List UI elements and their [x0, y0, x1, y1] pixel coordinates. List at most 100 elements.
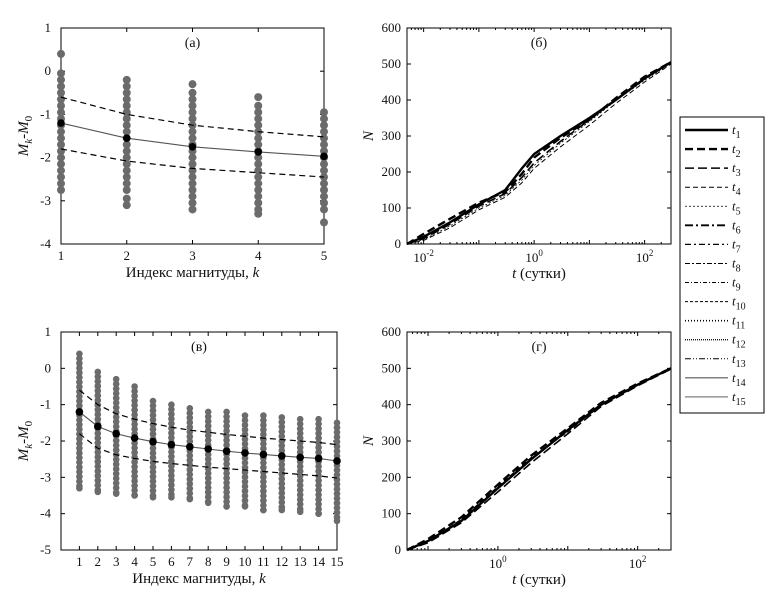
- x-tick-label: 11: [257, 554, 270, 569]
- scatter-point: [320, 114, 328, 123]
- scatter-point: [76, 426, 83, 433]
- series-line: [406, 368, 672, 551]
- scatter-point: [278, 461, 286, 468]
- scatter-point: [112, 465, 120, 473]
- x-tick-label: 4: [255, 248, 262, 263]
- scatter-point: [122, 121, 131, 130]
- scatter-point: [260, 464, 267, 471]
- x-tick-label: 2: [124, 248, 131, 263]
- scatter-point: [254, 160, 263, 169]
- scatter-point: [94, 434, 102, 442]
- scatter-point: [315, 448, 322, 456]
- scatter-point: [186, 485, 194, 492]
- mean-marker: [314, 454, 323, 463]
- scatter-point: [241, 454, 249, 462]
- scatter-point: [149, 494, 157, 501]
- scatter-point: [168, 415, 175, 423]
- mean-marker: [259, 450, 268, 459]
- scatter-point: [333, 452, 341, 460]
- scatter-point: [122, 114, 131, 123]
- y-tick-label: 0: [395, 236, 402, 251]
- scatter-point: [112, 460, 120, 468]
- scatter-point: [149, 402, 157, 410]
- scatter-point: [186, 409, 194, 417]
- scatter-point: [186, 466, 194, 474]
- mean-marker: [112, 429, 120, 438]
- scatter-point: [188, 192, 197, 201]
- scatter-point: [333, 485, 341, 493]
- scatter-point: [278, 466, 286, 473]
- y-axis-label-part-2: -: [16, 439, 32, 444]
- legend-label-sub: 6: [736, 225, 741, 236]
- scatter-point: [296, 448, 304, 456]
- scatter-point: [188, 88, 197, 97]
- scatter-point: [223, 503, 230, 510]
- panel-g-frame: [406, 331, 672, 551]
- scatter-point: [204, 455, 212, 463]
- scatter-point: [57, 88, 65, 97]
- scatter-point: [320, 198, 328, 207]
- scatter-point: [204, 474, 212, 482]
- confidence-line: [79, 389, 338, 446]
- scatter-point: [241, 435, 249, 443]
- scatter-point: [254, 153, 263, 162]
- y-axis-label-part-0: M: [16, 447, 32, 462]
- scatter-point: [122, 201, 131, 210]
- scatter-point: [223, 493, 230, 501]
- scatter-point: [315, 472, 322, 480]
- legend-label: t14: [732, 370, 746, 389]
- y-tick-label: 600: [382, 324, 402, 339]
- x-axis-label-part-1: k: [253, 265, 260, 281]
- scatter-point: [260, 497, 267, 504]
- legend-label-sub: 2: [736, 149, 741, 160]
- scatter-point: [57, 140, 65, 149]
- scatter-point: [57, 82, 65, 91]
- scatter-point: [186, 480, 194, 488]
- scatter-point: [315, 415, 322, 423]
- scatter-point: [94, 482, 102, 489]
- scatter-point: [186, 452, 194, 459]
- legend-label-base: t: [732, 389, 736, 404]
- legend-label: t6: [732, 217, 741, 236]
- panel-a: 1 2 3 4 5-4-3-2-101(а)Индекс магнитуды, kMk-…: [16, 20, 328, 281]
- y-tick-label: 0: [395, 542, 402, 557]
- scatter-point: [315, 434, 322, 442]
- scatter-point: [112, 475, 120, 482]
- legend-label-sub: 3: [736, 168, 741, 179]
- scatter-point: [122, 166, 131, 175]
- scatter-point: [149, 473, 157, 480]
- scatter-point: [260, 412, 267, 419]
- scatter-point: [94, 477, 102, 484]
- scatter-point: [320, 205, 328, 214]
- mean-marker: [75, 408, 84, 416]
- legend-label-base: t: [732, 160, 736, 175]
- x-tick-label: 5: [321, 248, 328, 263]
- scatter-point: [112, 479, 120, 487]
- scatter-point: [149, 449, 157, 457]
- scatter-point: [223, 479, 230, 487]
- x-tick-label: 3: [113, 554, 120, 569]
- scatter-point: [204, 432, 212, 439]
- scatter-point: [122, 186, 131, 194]
- x-tick-label-base: 10: [413, 250, 426, 265]
- scatter-point: [260, 445, 267, 452]
- legend-label: t8: [732, 255, 741, 274]
- scatter-point: [57, 49, 65, 58]
- mean-marker: [130, 434, 139, 442]
- scatter-point: [296, 425, 304, 432]
- scatter-point: [278, 480, 286, 487]
- legend-label: t15: [732, 389, 746, 408]
- scatter-point: [260, 426, 267, 434]
- x-axis-label-part-1: (сутки): [516, 572, 566, 588]
- scatter-point: [168, 401, 175, 408]
- legend-label-base: t: [732, 217, 736, 232]
- y-axis-label: N: [361, 130, 377, 142]
- scatter-point: [278, 423, 286, 431]
- y-axis-label-part-0: N: [361, 435, 377, 447]
- confidence-line: [60, 96, 325, 138]
- y-tick-label: 600: [382, 20, 402, 35]
- mean-marker: [241, 449, 249, 457]
- scatter-point: [131, 472, 138, 480]
- scatter-point: [76, 369, 83, 376]
